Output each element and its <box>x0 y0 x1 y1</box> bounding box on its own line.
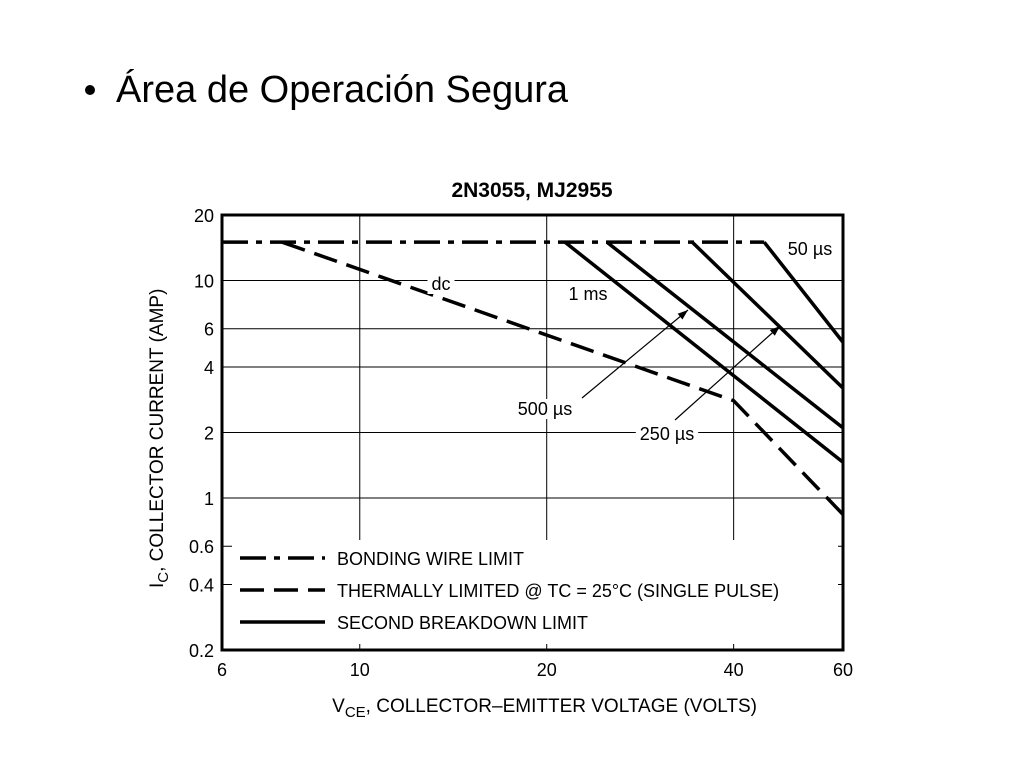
y-label-sub: C <box>155 572 172 583</box>
y-tick-label: 6 <box>204 320 214 340</box>
bullet <box>85 85 95 95</box>
x-label-main: V <box>332 696 345 717</box>
y-tick-label: 0.4 <box>189 576 214 596</box>
series-line <box>690 240 845 390</box>
series-line <box>605 240 845 430</box>
annotation-label: 1 ms <box>568 284 607 304</box>
plot-frame <box>220 213 845 652</box>
x-axis-label: VCE, COLLECTOR–EMITTER VOLTAGE (VOLTS) <box>332 696 757 721</box>
annotation-bg <box>427 274 455 294</box>
legend-label: THERMALLY LIMITED @ TC = 25°C (SINGLE PU… <box>337 581 779 601</box>
x-label-sub: CE <box>345 704 366 721</box>
annotation-label: 50 µs <box>788 239 832 259</box>
annotation-bg <box>513 399 577 419</box>
annotation-bg <box>783 239 837 259</box>
series-line <box>762 241 845 344</box>
chart-title: 2N3055, MJ2955 <box>451 179 612 202</box>
y-tick-label: 10 <box>194 271 214 291</box>
legend-box <box>232 540 838 644</box>
y-label-rest: , COLLECTOR CURRENT (AMP) <box>147 289 168 572</box>
annotation-label: 500 µs <box>518 399 572 419</box>
y-tick-label: 20 <box>194 206 214 226</box>
y-tick-label: 0.2 <box>189 641 214 661</box>
y-tick-label: 2 <box>204 424 214 444</box>
y-tick-label: 0.6 <box>189 537 214 557</box>
x-tick-label: 6 <box>217 660 227 680</box>
x-tick-label: 20 <box>537 660 557 680</box>
legend-label: SECOND BREAKDOWN LIMIT <box>337 613 588 633</box>
y-axis-label: IC, COLLECTOR CURRENT (AMP) <box>147 289 172 588</box>
x-label-rest: , COLLECTOR–EMITTER VOLTAGE (VOLTS) <box>366 696 757 717</box>
x-tick-label: 40 <box>724 660 744 680</box>
annotation-bg <box>564 284 612 304</box>
annotation-arrow <box>581 309 689 399</box>
slide-title: Área de Operación Segura <box>116 68 569 111</box>
arrow-head <box>769 326 780 336</box>
annotation-label: dc <box>431 274 450 294</box>
x-tick-label: 10 <box>350 660 370 680</box>
arrow-head <box>677 310 688 320</box>
legend-label: BONDING WIRE LIMIT <box>337 549 524 569</box>
annotation-arrow <box>674 325 781 421</box>
y-tick-label: 4 <box>204 358 214 378</box>
series-line <box>281 240 845 516</box>
series-line <box>563 240 845 464</box>
y-tick-label: 1 <box>204 489 214 509</box>
x-tick-label: 60 <box>833 660 853 680</box>
annotation-bg <box>635 424 699 444</box>
annotation-label: 250 µs <box>640 424 694 444</box>
y-label-main: I <box>147 583 168 588</box>
